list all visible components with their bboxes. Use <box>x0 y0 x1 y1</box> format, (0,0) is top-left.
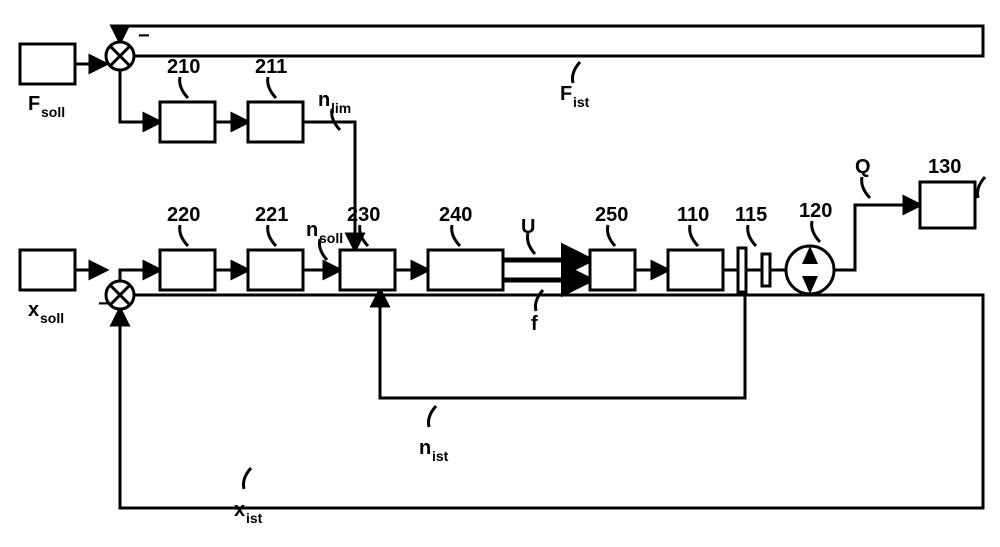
block-b211 <box>248 102 303 142</box>
leader-17 <box>428 406 436 427</box>
leader-0 <box>180 77 188 98</box>
leader-15 <box>977 177 985 198</box>
edge-6 <box>120 295 983 508</box>
block-b250 <box>590 250 635 290</box>
label-Fsoll: F <box>28 93 40 115</box>
label-b221: 221 <box>255 204 288 226</box>
label-Fsoll_sub: soll <box>41 104 65 120</box>
edge-18 <box>380 290 745 398</box>
label-b130: 130 <box>928 156 961 178</box>
leader-1 <box>268 77 276 98</box>
label-minusX: − <box>98 293 110 315</box>
label-b250: 250 <box>595 204 628 226</box>
leader-16 <box>572 62 580 83</box>
leader-6 <box>360 225 368 246</box>
label-xist_sub: ist <box>246 510 263 526</box>
label-nist_sub: ist <box>432 448 449 464</box>
leader-18 <box>243 468 251 489</box>
label-b211: 211 <box>255 56 287 78</box>
label-xist: x <box>234 499 245 521</box>
leader-7 <box>452 225 460 246</box>
edge-7 <box>120 270 160 281</box>
label-f: f <box>531 313 538 335</box>
leader-9 <box>535 290 543 311</box>
coupling-bar <box>762 254 770 286</box>
label-U: U <box>521 216 535 238</box>
label-Fist: F <box>560 83 572 105</box>
edge-17 <box>834 205 920 270</box>
label-b110: 110 <box>677 204 709 226</box>
leader-4 <box>268 225 276 246</box>
edge-2 <box>120 70 160 122</box>
label-nlim_sub: lim <box>331 100 351 116</box>
label-Q: Q <box>855 156 871 178</box>
label-b115: 115 <box>735 204 767 226</box>
label-b210: 210 <box>167 56 200 78</box>
block-b220 <box>160 250 215 290</box>
block-b130 <box>920 182 975 228</box>
block-b210 <box>160 102 215 142</box>
leader-10 <box>607 225 615 246</box>
block-b110 <box>668 250 723 290</box>
block-xsoll <box>20 250 75 290</box>
label-nsoll_sub: soll <box>319 230 343 246</box>
leader-11 <box>690 225 698 246</box>
label-nsoll: n <box>306 219 318 241</box>
pump-120 <box>786 246 834 294</box>
leader-12 <box>748 225 756 246</box>
label-nlim: n <box>318 89 330 111</box>
leader-13 <box>812 221 820 242</box>
label-b220: 220 <box>167 204 200 226</box>
block-Fsoll <box>20 44 75 84</box>
label-b230: 230 <box>347 204 380 226</box>
leader-14 <box>862 177 870 198</box>
label-b240: 240 <box>439 204 472 226</box>
block-b221 <box>248 250 303 290</box>
label-nist: n <box>419 437 431 459</box>
blocks <box>20 44 975 290</box>
label-xsoll_sub: soll <box>40 310 64 326</box>
block-b240 <box>428 250 503 290</box>
label-b120: 120 <box>799 200 832 222</box>
edge-1 <box>120 26 983 56</box>
label-Fist_sub: ist <box>573 94 590 110</box>
label-xsoll: x <box>28 299 39 321</box>
coupling-bar <box>738 248 746 292</box>
label-minusF: − <box>138 25 150 47</box>
leader-3 <box>180 225 188 246</box>
block-b230 <box>340 250 395 290</box>
